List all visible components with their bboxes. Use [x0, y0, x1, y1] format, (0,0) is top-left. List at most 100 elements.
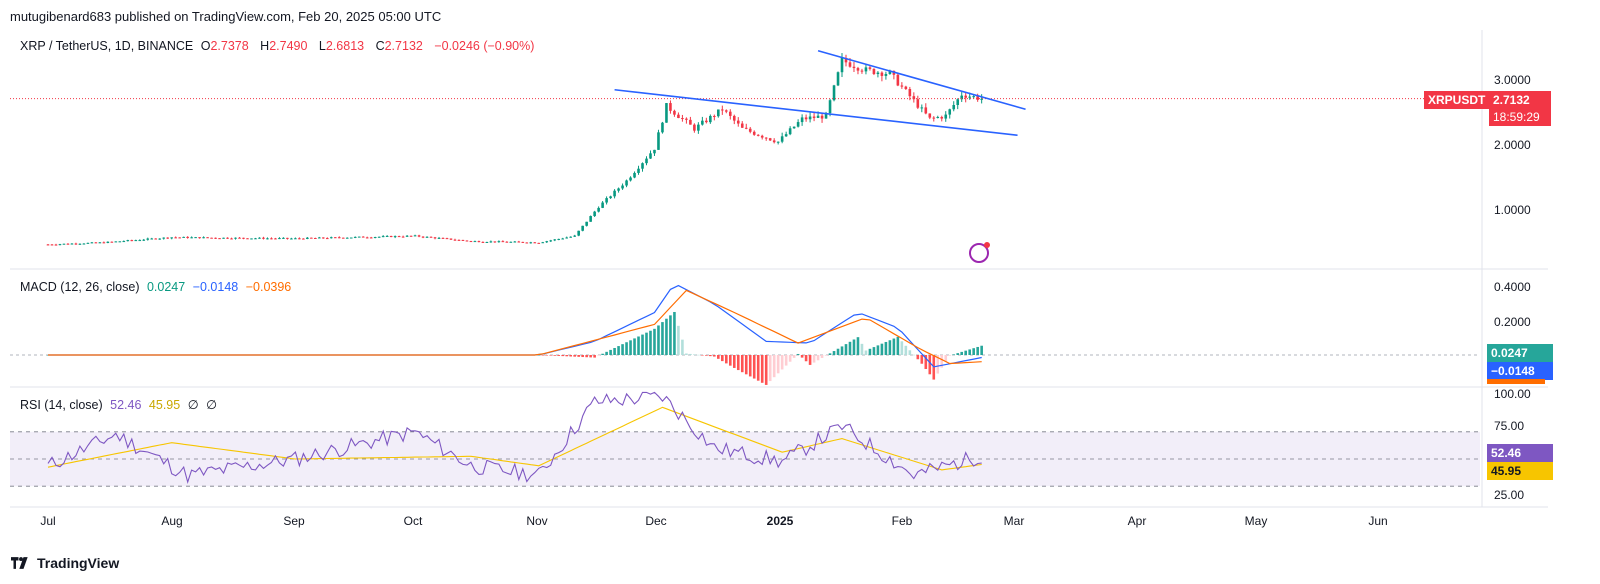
- candle-down: [218, 238, 221, 240]
- rsi-legend: RSI (14, close) 52.46 45.95 ∅ ∅: [20, 397, 221, 412]
- rsi-axis-label: 100.00: [1494, 387, 1531, 401]
- candle-up: [792, 126, 796, 129]
- candle-up: [884, 73, 888, 76]
- candle-down: [533, 242, 537, 244]
- macd-histogram-bar: [972, 348, 975, 355]
- candle-down: [230, 238, 233, 240]
- candle-down: [365, 237, 369, 239]
- candle-down: [505, 241, 509, 243]
- trendline: [614, 88, 1018, 137]
- candle-down: [421, 236, 425, 238]
- candle-down: [880, 72, 884, 76]
- macd-histogram-bar: [804, 355, 808, 362]
- rsi-ma-line: [47, 406, 982, 471]
- candle-down: [693, 124, 696, 131]
- flash-icon[interactable]: [969, 243, 989, 263]
- candle-up: [349, 237, 353, 239]
- candle-down: [166, 237, 169, 239]
- candle-down: [844, 57, 848, 63]
- signal-line: [48, 289, 982, 365]
- macd-histogram-bar: [601, 353, 604, 355]
- candle-up: [258, 237, 261, 239]
- macd-histogram-bar: [537, 355, 541, 356]
- candle-down: [286, 237, 289, 239]
- candle-down: [940, 116, 944, 119]
- candle-down: [238, 237, 241, 239]
- candle-up: [318, 237, 321, 239]
- publisher-header: mutugibenard683 published on TradingView…: [10, 9, 442, 24]
- countdown-badge: 18:59:29: [1489, 108, 1551, 126]
- candle-down: [66, 243, 70, 245]
- macd-histogram-bar: [920, 355, 924, 364]
- candle-down: [681, 118, 684, 120]
- candle-down: [924, 107, 928, 114]
- candle-up: [557, 238, 561, 240]
- symbol-label[interactable]: XRP / TetherUS, 1D, BINANCE: [20, 39, 194, 53]
- candle-up: [282, 237, 285, 239]
- macd-histogram-bar: [888, 340, 892, 355]
- macd-title[interactable]: MACD (12, 26, close): [20, 280, 140, 294]
- candle-up: [58, 244, 62, 246]
- candle-up: [629, 177, 632, 181]
- macd-histogram-bar: [585, 355, 588, 358]
- candle-down: [721, 109, 724, 111]
- close-value: 2.7132: [384, 39, 423, 53]
- macd-histogram-bar: [609, 349, 612, 355]
- macd-histogram-bar: [645, 332, 648, 355]
- macd-histogram-bar: [848, 341, 852, 355]
- macd-histogram-bar: [621, 344, 624, 355]
- rsi-value: 52.46: [110, 398, 142, 412]
- candle-down: [469, 241, 473, 243]
- candle-up: [649, 153, 652, 159]
- candle-down: [441, 237, 445, 239]
- candle-down: [397, 236, 401, 238]
- candle-up: [162, 237, 166, 239]
- macd-histogram-bar: [744, 355, 748, 375]
- candle-down: [848, 62, 852, 67]
- rsi-badge: 52.46: [1487, 444, 1553, 462]
- candle-up: [637, 168, 640, 173]
- macd-histogram-bar: [948, 355, 952, 356]
- candle-up: [393, 236, 397, 238]
- candle-up: [828, 100, 832, 114]
- candle-up: [513, 241, 517, 243]
- candle-up: [549, 240, 553, 242]
- candle-up: [876, 72, 880, 75]
- macd-hist-badge: 0.0247: [1487, 344, 1553, 362]
- footer-brand-label: TradingView: [37, 555, 120, 571]
- macd-histogram-bar: [561, 355, 565, 357]
- candle-down: [186, 236, 189, 238]
- candle-up: [70, 243, 74, 245]
- macd-legend: MACD (12, 26, close) 0.0247 −0.0148 −0.0…: [20, 280, 295, 294]
- candle-down: [198, 237, 201, 239]
- candle-up: [294, 238, 297, 240]
- notification-dot-icon: [984, 242, 990, 248]
- candle-up: [150, 238, 154, 240]
- candle-down: [804, 117, 808, 120]
- candle-down: [274, 238, 277, 240]
- candle-up: [86, 242, 90, 244]
- candle-up: [381, 236, 385, 238]
- candle-down: [868, 67, 872, 69]
- footer-brand[interactable]: TradingView: [11, 555, 119, 571]
- candle-up: [956, 99, 960, 105]
- candle-down: [501, 241, 505, 243]
- low-value: 2.6813: [325, 39, 365, 53]
- candle-up: [605, 198, 608, 203]
- candle-down: [760, 135, 764, 138]
- candle-up: [126, 240, 130, 242]
- macd-histogram-bar: [573, 355, 576, 357]
- candle-up: [840, 57, 844, 73]
- macd-signal-value: −0.0396: [245, 280, 292, 294]
- rsi-title[interactable]: RSI (14, close): [20, 398, 103, 412]
- candle-down: [820, 115, 824, 119]
- trendline: [817, 49, 1026, 111]
- high-label: H: [260, 39, 270, 53]
- candle-down: [214, 237, 217, 239]
- macd-histogram-bar: [856, 337, 860, 355]
- macd-histogram-bar: [557, 355, 561, 356]
- macd-histogram-bar: [796, 353, 800, 355]
- macd-histogram-bar: [709, 355, 712, 357]
- candle-up: [377, 236, 381, 238]
